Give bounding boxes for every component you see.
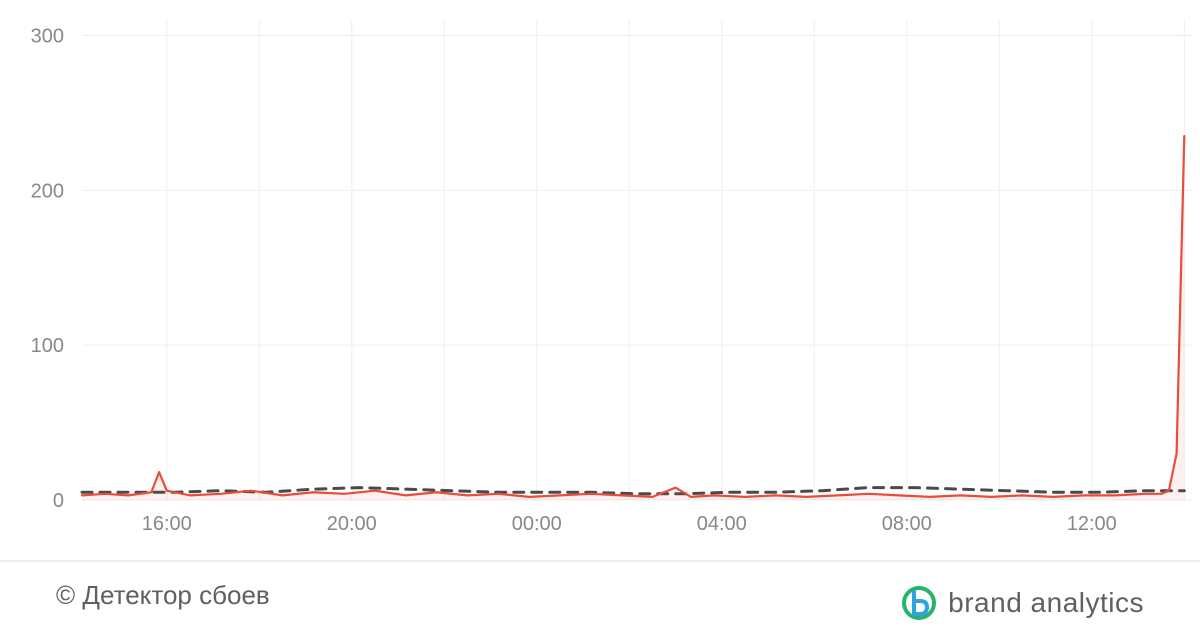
brand-analytics-logo: brand analytics bbox=[900, 584, 1144, 622]
brand-logo-icon bbox=[900, 584, 938, 622]
line-chart: 0 100 200 300 16:00 20:00 00:00 04:00 08:00 12:00 bbox=[0, 0, 1200, 560]
y-axis-label: 100 bbox=[31, 335, 64, 357]
x-axis-label: 20:00 bbox=[327, 513, 377, 535]
chart-container: 0 100 200 300 16:00 20:00 00:00 04:00 08:00 12:00 bbox=[0, 0, 1200, 560]
x-axis-label: 04:00 bbox=[697, 513, 747, 535]
y-axis-label: 200 bbox=[31, 180, 64, 202]
brand-text: brand analytics bbox=[948, 587, 1144, 619]
y-axis-label: 0 bbox=[53, 490, 64, 512]
copyright-text: © Детектор сбоев bbox=[56, 580, 270, 611]
footer: © Детектор сбоев brand analytics bbox=[0, 560, 1200, 628]
x-axis-label: 00:00 bbox=[512, 513, 562, 535]
x-axis-label: 12:00 bbox=[1067, 513, 1117, 535]
y-axis-label: 300 bbox=[31, 25, 64, 47]
x-axis-label: 16:00 bbox=[142, 513, 192, 535]
x-axis-label: 08:00 bbox=[882, 513, 932, 535]
